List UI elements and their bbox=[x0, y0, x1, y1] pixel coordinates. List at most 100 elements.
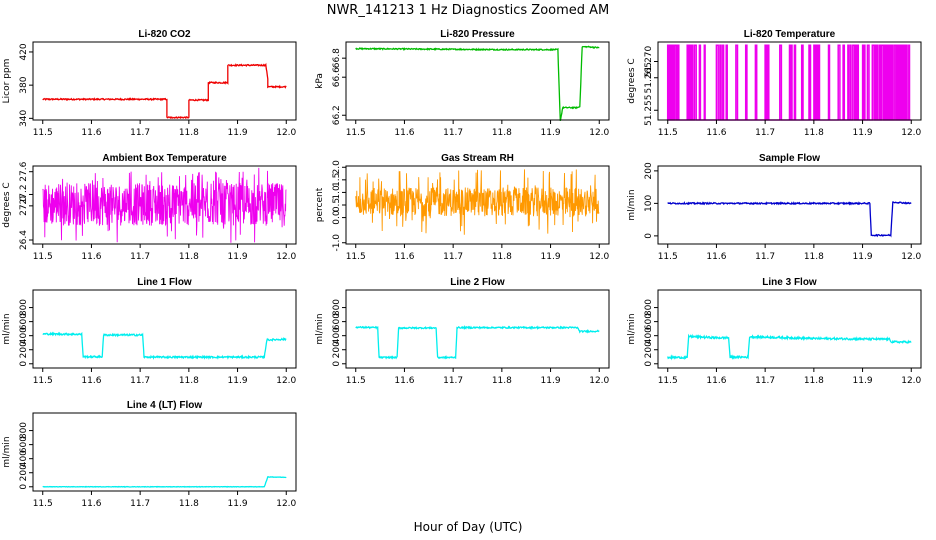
x-tick-label: 11.8 bbox=[492, 252, 512, 262]
x-tick-label: 11.6 bbox=[394, 376, 414, 386]
x-tick-label: 11.5 bbox=[658, 128, 678, 138]
panel-title: Sample Flow bbox=[759, 153, 820, 164]
y-tick-label: 400 bbox=[644, 327, 654, 344]
plot-frame bbox=[657, 41, 922, 121]
panel-9: Line 3 Flow ml/min 11.5 11.6 11.7 11.8 11.9 12.… bbox=[627, 277, 922, 386]
x-tick-label: 11.8 bbox=[804, 128, 824, 138]
series-line-1 bbox=[355, 169, 600, 235]
x-tick-label: 12.0 bbox=[901, 128, 921, 138]
y-tick-label: 200 bbox=[332, 341, 342, 358]
y-tick-label: 400 bbox=[332, 327, 342, 344]
plot-frame bbox=[32, 165, 297, 245]
panel-3: Li-820 Temperature degrees C 11.5 11.6 11.7 1… bbox=[627, 29, 922, 138]
series-line-1 bbox=[355, 325, 600, 360]
x-tick-label: 11.7 bbox=[130, 128, 150, 138]
y-tick-label: 200 bbox=[19, 464, 29, 481]
panel-7: Line 1 Flow ml/min 11.5 11.6 11.7 11.8 11.9 12.… bbox=[2, 277, 297, 386]
plot-frame bbox=[32, 412, 297, 492]
x-tick-label: 11.5 bbox=[346, 128, 366, 138]
x-tick-label: 11.8 bbox=[492, 128, 512, 138]
x-tick-label: 11.5 bbox=[33, 252, 53, 262]
y-tick-label: 51.270 bbox=[644, 45, 654, 77]
y-axis-label: degrees C bbox=[2, 182, 12, 227]
y-tick-label: 2.0 bbox=[332, 160, 342, 175]
y-tick-label: 1.5 bbox=[332, 173, 342, 187]
figure-xlabel: Hour of Day (UTC) bbox=[414, 520, 523, 534]
y-tick-label: 200 bbox=[644, 162, 654, 179]
x-tick-label: 11.6 bbox=[81, 128, 101, 138]
y-tick-label: 600 bbox=[332, 313, 342, 330]
x-tick-label: 11.6 bbox=[706, 252, 726, 262]
panel-1: Li-820 CO2 Licor ppm 11.5 11.6 11.7 11.8 11.9 1… bbox=[2, 29, 297, 138]
plot-frame bbox=[345, 41, 610, 121]
y-tick-label: 0.5 bbox=[332, 198, 342, 212]
y-tick-label: 200 bbox=[19, 341, 29, 358]
series-line-1 bbox=[666, 44, 912, 121]
y-tick-label: 66.8 bbox=[332, 48, 342, 68]
x-tick-label: 11.7 bbox=[130, 376, 150, 386]
x-tick-label: 11.9 bbox=[541, 128, 561, 138]
panel-grid: Li-820 CO2 Licor ppm 11.5 11.6 11.7 11.8 11.9 1… bbox=[2, 29, 922, 509]
x-tick-label: 12.0 bbox=[276, 376, 296, 386]
x-tick-label: 11.7 bbox=[755, 252, 775, 262]
panel-title: Line 1 Flow bbox=[137, 277, 192, 288]
series-line-1 bbox=[667, 201, 912, 238]
x-tick-label: 11.9 bbox=[228, 128, 248, 138]
y-tick-label: 27.2 bbox=[19, 184, 29, 204]
x-tick-label: 12.0 bbox=[589, 252, 609, 262]
x-tick-label: 11.5 bbox=[658, 376, 678, 386]
panel-6: Sample Flow ml/min 11.5 11.6 11.7 11.8 11.9 12.… bbox=[627, 153, 922, 262]
panel-title: Line 4 (LT) Flow bbox=[127, 400, 203, 411]
y-tick-label: 0 bbox=[644, 233, 654, 239]
y-tick-label: 340 bbox=[19, 109, 29, 126]
x-tick-label: 11.9 bbox=[541, 252, 561, 262]
x-tick-label: 11.6 bbox=[81, 252, 101, 262]
x-tick-label: 12.0 bbox=[276, 252, 296, 262]
plot-frame bbox=[657, 289, 922, 369]
panel-title: Line 3 Flow bbox=[762, 277, 817, 288]
panel-10: Line 4 (LT) Flow ml/min 11.5 11.6 11.7 11.8 11… bbox=[2, 400, 297, 509]
x-tick-label: 11.8 bbox=[179, 499, 199, 509]
y-tick-label: 0 bbox=[644, 361, 654, 367]
y-axis-label: ml/min bbox=[2, 436, 12, 467]
x-tick-label: 11.7 bbox=[755, 128, 775, 138]
y-tick-label: 380 bbox=[19, 76, 29, 93]
x-tick-label: 11.9 bbox=[228, 376, 248, 386]
x-tick-label: 12.0 bbox=[901, 252, 921, 262]
plot-frame bbox=[32, 289, 297, 369]
y-tick-label: 400 bbox=[19, 450, 29, 467]
x-tick-label: 12.0 bbox=[589, 128, 609, 138]
panel-title: Li-820 Pressure bbox=[440, 29, 515, 40]
x-tick-label: 12.0 bbox=[276, 128, 296, 138]
x-tick-label: 11.7 bbox=[755, 376, 775, 386]
series-line-1 bbox=[42, 476, 287, 488]
x-tick-label: 11.8 bbox=[492, 376, 512, 386]
y-axis-label: ml/min bbox=[627, 313, 637, 344]
y-tick-label: 200 bbox=[644, 341, 654, 358]
x-tick-label: 12.0 bbox=[901, 376, 921, 386]
y-tick-label: 400 bbox=[19, 327, 29, 344]
y-axis-label: ml/min bbox=[627, 189, 637, 220]
x-tick-label: 11.8 bbox=[179, 252, 199, 262]
x-tick-label: 11.5 bbox=[33, 128, 53, 138]
x-tick-label: 11.6 bbox=[394, 128, 414, 138]
plot-frame bbox=[345, 289, 610, 369]
panel-title: Line 2 Flow bbox=[450, 277, 505, 288]
plot-frame bbox=[657, 165, 922, 245]
y-tick-label: 800 bbox=[332, 299, 342, 316]
y-tick-label: 27.0 bbox=[19, 196, 29, 216]
x-tick-label: 11.6 bbox=[81, 499, 101, 509]
x-tick-label: 11.5 bbox=[33, 376, 53, 386]
y-tick-label: 800 bbox=[644, 299, 654, 316]
figure-title: NWR_141213 1 Hz Diagnostics Zoomed AM bbox=[327, 3, 610, 18]
y-axis-label: Licor ppm bbox=[2, 59, 12, 104]
panel-8: Line 2 Flow ml/min 11.5 11.6 11.7 11.8 11.9 12.… bbox=[315, 277, 610, 386]
y-axis-label: degrees C bbox=[627, 58, 637, 103]
x-tick-label: 11.8 bbox=[179, 376, 199, 386]
y-tick-label: 100 bbox=[644, 195, 654, 212]
series-line-1 bbox=[355, 45, 600, 122]
series-line-1 bbox=[667, 333, 912, 361]
x-tick-label: 11.7 bbox=[443, 252, 463, 262]
x-tick-label: 11.8 bbox=[804, 376, 824, 386]
